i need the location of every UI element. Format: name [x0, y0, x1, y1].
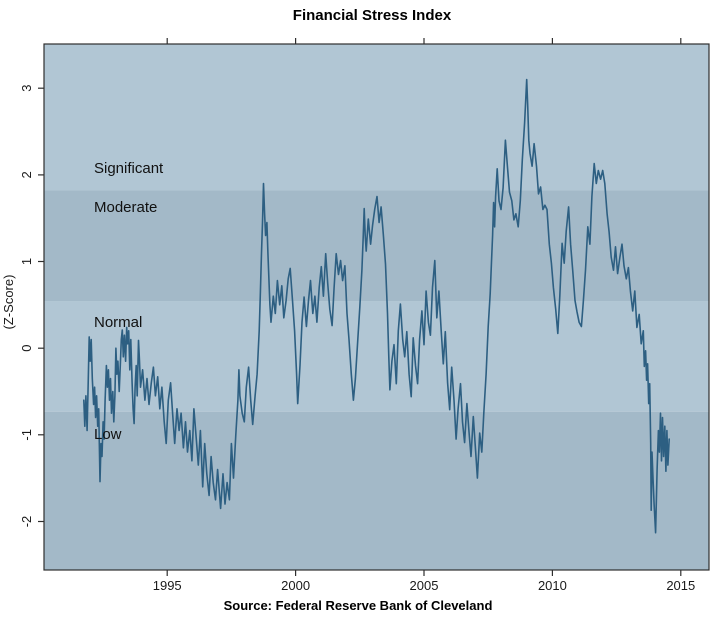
x-tick-label-1995: 1995	[153, 578, 182, 593]
y-tick-label--2: -2	[19, 516, 34, 528]
plot-frame	[43, 43, 710, 571]
band-label-moderate: Moderate	[94, 199, 157, 216]
band-label-normal: Normal	[94, 314, 142, 331]
stress-bands-group	[44, 44, 709, 570]
x-tick-label-2000: 2000	[281, 578, 310, 593]
y-axis-title: (Z-Score)	[1, 275, 16, 330]
plot-frame-group	[43, 43, 710, 571]
band-low	[44, 411, 709, 570]
series-group	[83, 78, 670, 534]
y-axis: 3 2 1 0 -1 -2	[19, 85, 44, 528]
chart-title: Financial Stress Index	[293, 7, 452, 24]
band-moderate	[44, 190, 709, 302]
stress-index-line	[83, 78, 670, 534]
y-tick-label--1: -1	[19, 429, 34, 441]
y-tick-label-3: 3	[19, 85, 34, 92]
y-tick-label-2: 2	[19, 171, 34, 178]
band-label-significant: Significant	[94, 160, 164, 177]
band-significant	[44, 44, 709, 191]
x-axis: 1995 2000 2005 2010 2015	[153, 38, 695, 593]
source-caption: Source: Federal Reserve Bank of Clevelan…	[224, 598, 493, 613]
x-tick-label-2005: 2005	[410, 578, 439, 593]
x-tick-label-2015: 2015	[666, 578, 695, 593]
x-tick-label-2010: 2010	[538, 578, 567, 593]
band-label-low: Low	[94, 426, 122, 443]
y-tick-label-0: 0	[19, 345, 34, 352]
band-labels-group: Significant Moderate Normal Low	[94, 160, 164, 443]
y-tick-label-1: 1	[19, 258, 34, 265]
